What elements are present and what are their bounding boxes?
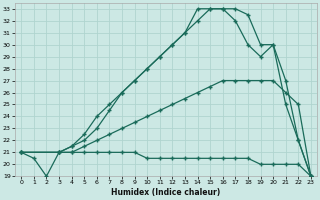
X-axis label: Humidex (Indice chaleur): Humidex (Indice chaleur) [111, 188, 221, 197]
